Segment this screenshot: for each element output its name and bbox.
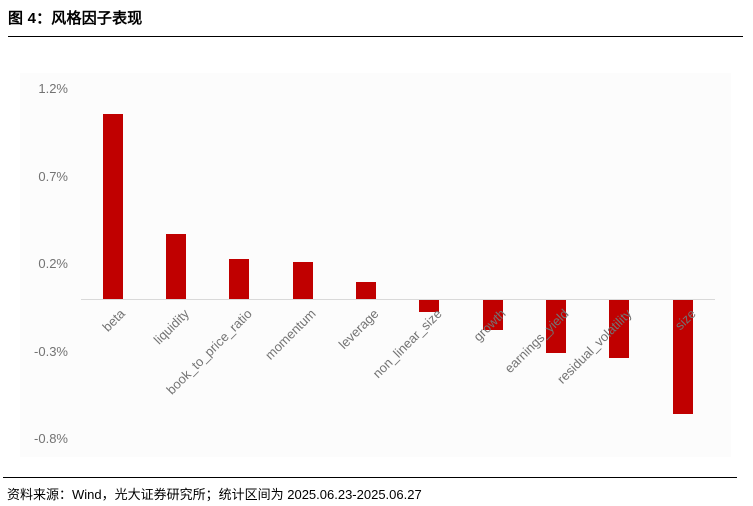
bar-residual_volatility (609, 300, 630, 358)
x-axis-label-non_linear_size: non_linear_size (369, 306, 445, 382)
x-axis-label-momentum: momentum (261, 306, 319, 363)
footer-divider (3, 477, 737, 478)
bar-growth (482, 300, 503, 330)
figure-title: 图 4：风格因子表现 (8, 10, 143, 27)
y-axis-tick-label: 1.2% (38, 81, 68, 96)
x-axis-label-leverage: leverage (335, 306, 382, 352)
bar-book_to_price_ratio (229, 258, 250, 299)
source-note: 资料来源：Wind，光大证券研究所；统计区间为 2025.06.23-2025.… (7, 487, 422, 502)
x-axis-line (81, 299, 715, 300)
bar-size (672, 300, 693, 414)
y-axis-tick-label: -0.3% (34, 343, 68, 359)
x-axis-label-liquidity: liquidity (150, 306, 192, 348)
style-factor-bar-chart: 1.2% 0.7% 0.2% -0.3% -0.8% beta liquidity book_… (20, 73, 731, 457)
y-axis-tick-label: 0.2% (38, 256, 68, 271)
title-divider (8, 36, 743, 37)
bar-liquidity (165, 234, 186, 299)
bar-earnings_yield (545, 300, 566, 353)
x-axis-label-beta: beta (99, 306, 129, 335)
bar-momentum (292, 262, 313, 299)
bar-beta (102, 113, 123, 299)
y-axis-tick-label: 0.7% (38, 168, 68, 184)
bar-leverage (355, 281, 376, 299)
bar-non_linear_size (419, 300, 440, 313)
y-axis-tick-label: -0.8% (34, 431, 68, 446)
